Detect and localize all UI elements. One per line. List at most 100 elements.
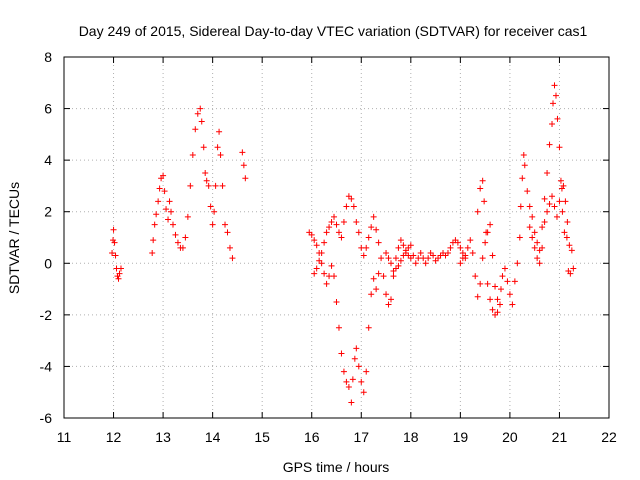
data-point — [203, 177, 210, 184]
data-point — [240, 162, 247, 169]
data-point — [363, 244, 370, 251]
data-point — [308, 231, 315, 238]
data-point — [313, 265, 320, 272]
data-point — [454, 239, 461, 246]
data-point — [564, 219, 571, 226]
data-point — [504, 278, 511, 285]
x-tick-label: 12 — [106, 429, 122, 445]
data-point — [566, 242, 573, 249]
data-point — [521, 162, 528, 169]
x-tick-label: 20 — [502, 429, 518, 445]
data-point — [174, 239, 181, 246]
data-point — [187, 182, 194, 189]
data-point — [556, 198, 563, 205]
data-point — [224, 229, 231, 236]
data-point — [323, 229, 330, 236]
data-point — [472, 273, 479, 280]
data-point — [166, 198, 173, 205]
data-point — [212, 182, 219, 189]
data-point — [469, 249, 476, 256]
data-point — [457, 244, 464, 251]
data-point — [311, 270, 318, 277]
data-point — [200, 144, 207, 151]
data-point — [539, 224, 546, 231]
data-point — [198, 118, 205, 125]
data-point — [355, 363, 362, 370]
data-point — [321, 239, 328, 246]
data-point — [529, 213, 536, 220]
data-point — [531, 229, 538, 236]
x-tick-label: 22 — [601, 429, 617, 445]
data-point — [226, 244, 233, 251]
data-point — [222, 221, 229, 228]
data-point — [447, 244, 454, 251]
data-point — [407, 242, 414, 249]
data-point — [355, 229, 362, 236]
data-point — [536, 260, 543, 267]
data-point — [380, 273, 387, 280]
data-point — [430, 252, 437, 259]
data-point — [422, 260, 429, 267]
y-tick-label: 2 — [44, 204, 52, 220]
data-point — [313, 242, 320, 249]
data-point — [477, 280, 484, 287]
data-point — [383, 249, 390, 256]
data-point — [385, 255, 392, 262]
data-point — [489, 306, 496, 313]
data-point — [487, 296, 494, 303]
data-point — [345, 384, 352, 391]
y-tick-label: 6 — [44, 101, 52, 117]
data-point — [338, 350, 345, 357]
x-tick-label: 11 — [57, 429, 72, 445]
data-point — [202, 170, 209, 177]
data-point — [499, 273, 506, 280]
data-points — [109, 82, 577, 406]
data-point — [109, 249, 116, 256]
data-point — [333, 221, 340, 228]
data-point — [482, 239, 489, 246]
data-point — [373, 286, 380, 293]
data-point — [501, 265, 508, 272]
data-point — [179, 244, 186, 251]
data-point — [326, 224, 333, 231]
y-tick-label: -4 — [40, 358, 53, 374]
data-point — [115, 275, 122, 282]
data-point — [360, 389, 367, 396]
data-point — [333, 298, 340, 305]
data-point — [335, 229, 342, 236]
chart-title: Day 249 of 2015, Sidereal Day-to-day VTE… — [79, 23, 588, 39]
data-point — [481, 198, 488, 205]
data-point — [565, 268, 572, 275]
x-tick-label: 17 — [353, 429, 369, 445]
data-point — [558, 185, 565, 192]
data-point — [335, 324, 342, 331]
data-point — [392, 255, 399, 262]
data-point — [541, 195, 548, 202]
data-point — [492, 311, 499, 318]
y-tick-label: 8 — [44, 49, 52, 65]
data-point — [560, 182, 567, 189]
data-point — [479, 255, 486, 262]
y-tick-label: 0 — [44, 255, 52, 271]
data-point — [487, 221, 494, 228]
data-point — [328, 262, 335, 269]
data-point — [321, 270, 328, 277]
data-point — [552, 92, 559, 99]
data-point — [402, 249, 409, 256]
data-point — [462, 252, 469, 259]
data-point — [549, 121, 556, 128]
data-point — [551, 82, 558, 89]
data-point — [153, 211, 160, 218]
data-point — [318, 249, 325, 256]
data-point — [373, 226, 380, 233]
x-tick-label: 21 — [552, 429, 568, 445]
data-point — [467, 237, 474, 244]
data-point — [562, 198, 569, 205]
data-point — [457, 260, 464, 267]
data-point — [544, 208, 551, 215]
data-point — [375, 239, 382, 246]
x-tick-label: 16 — [304, 429, 320, 445]
data-point — [365, 234, 372, 241]
data-point — [353, 219, 360, 226]
